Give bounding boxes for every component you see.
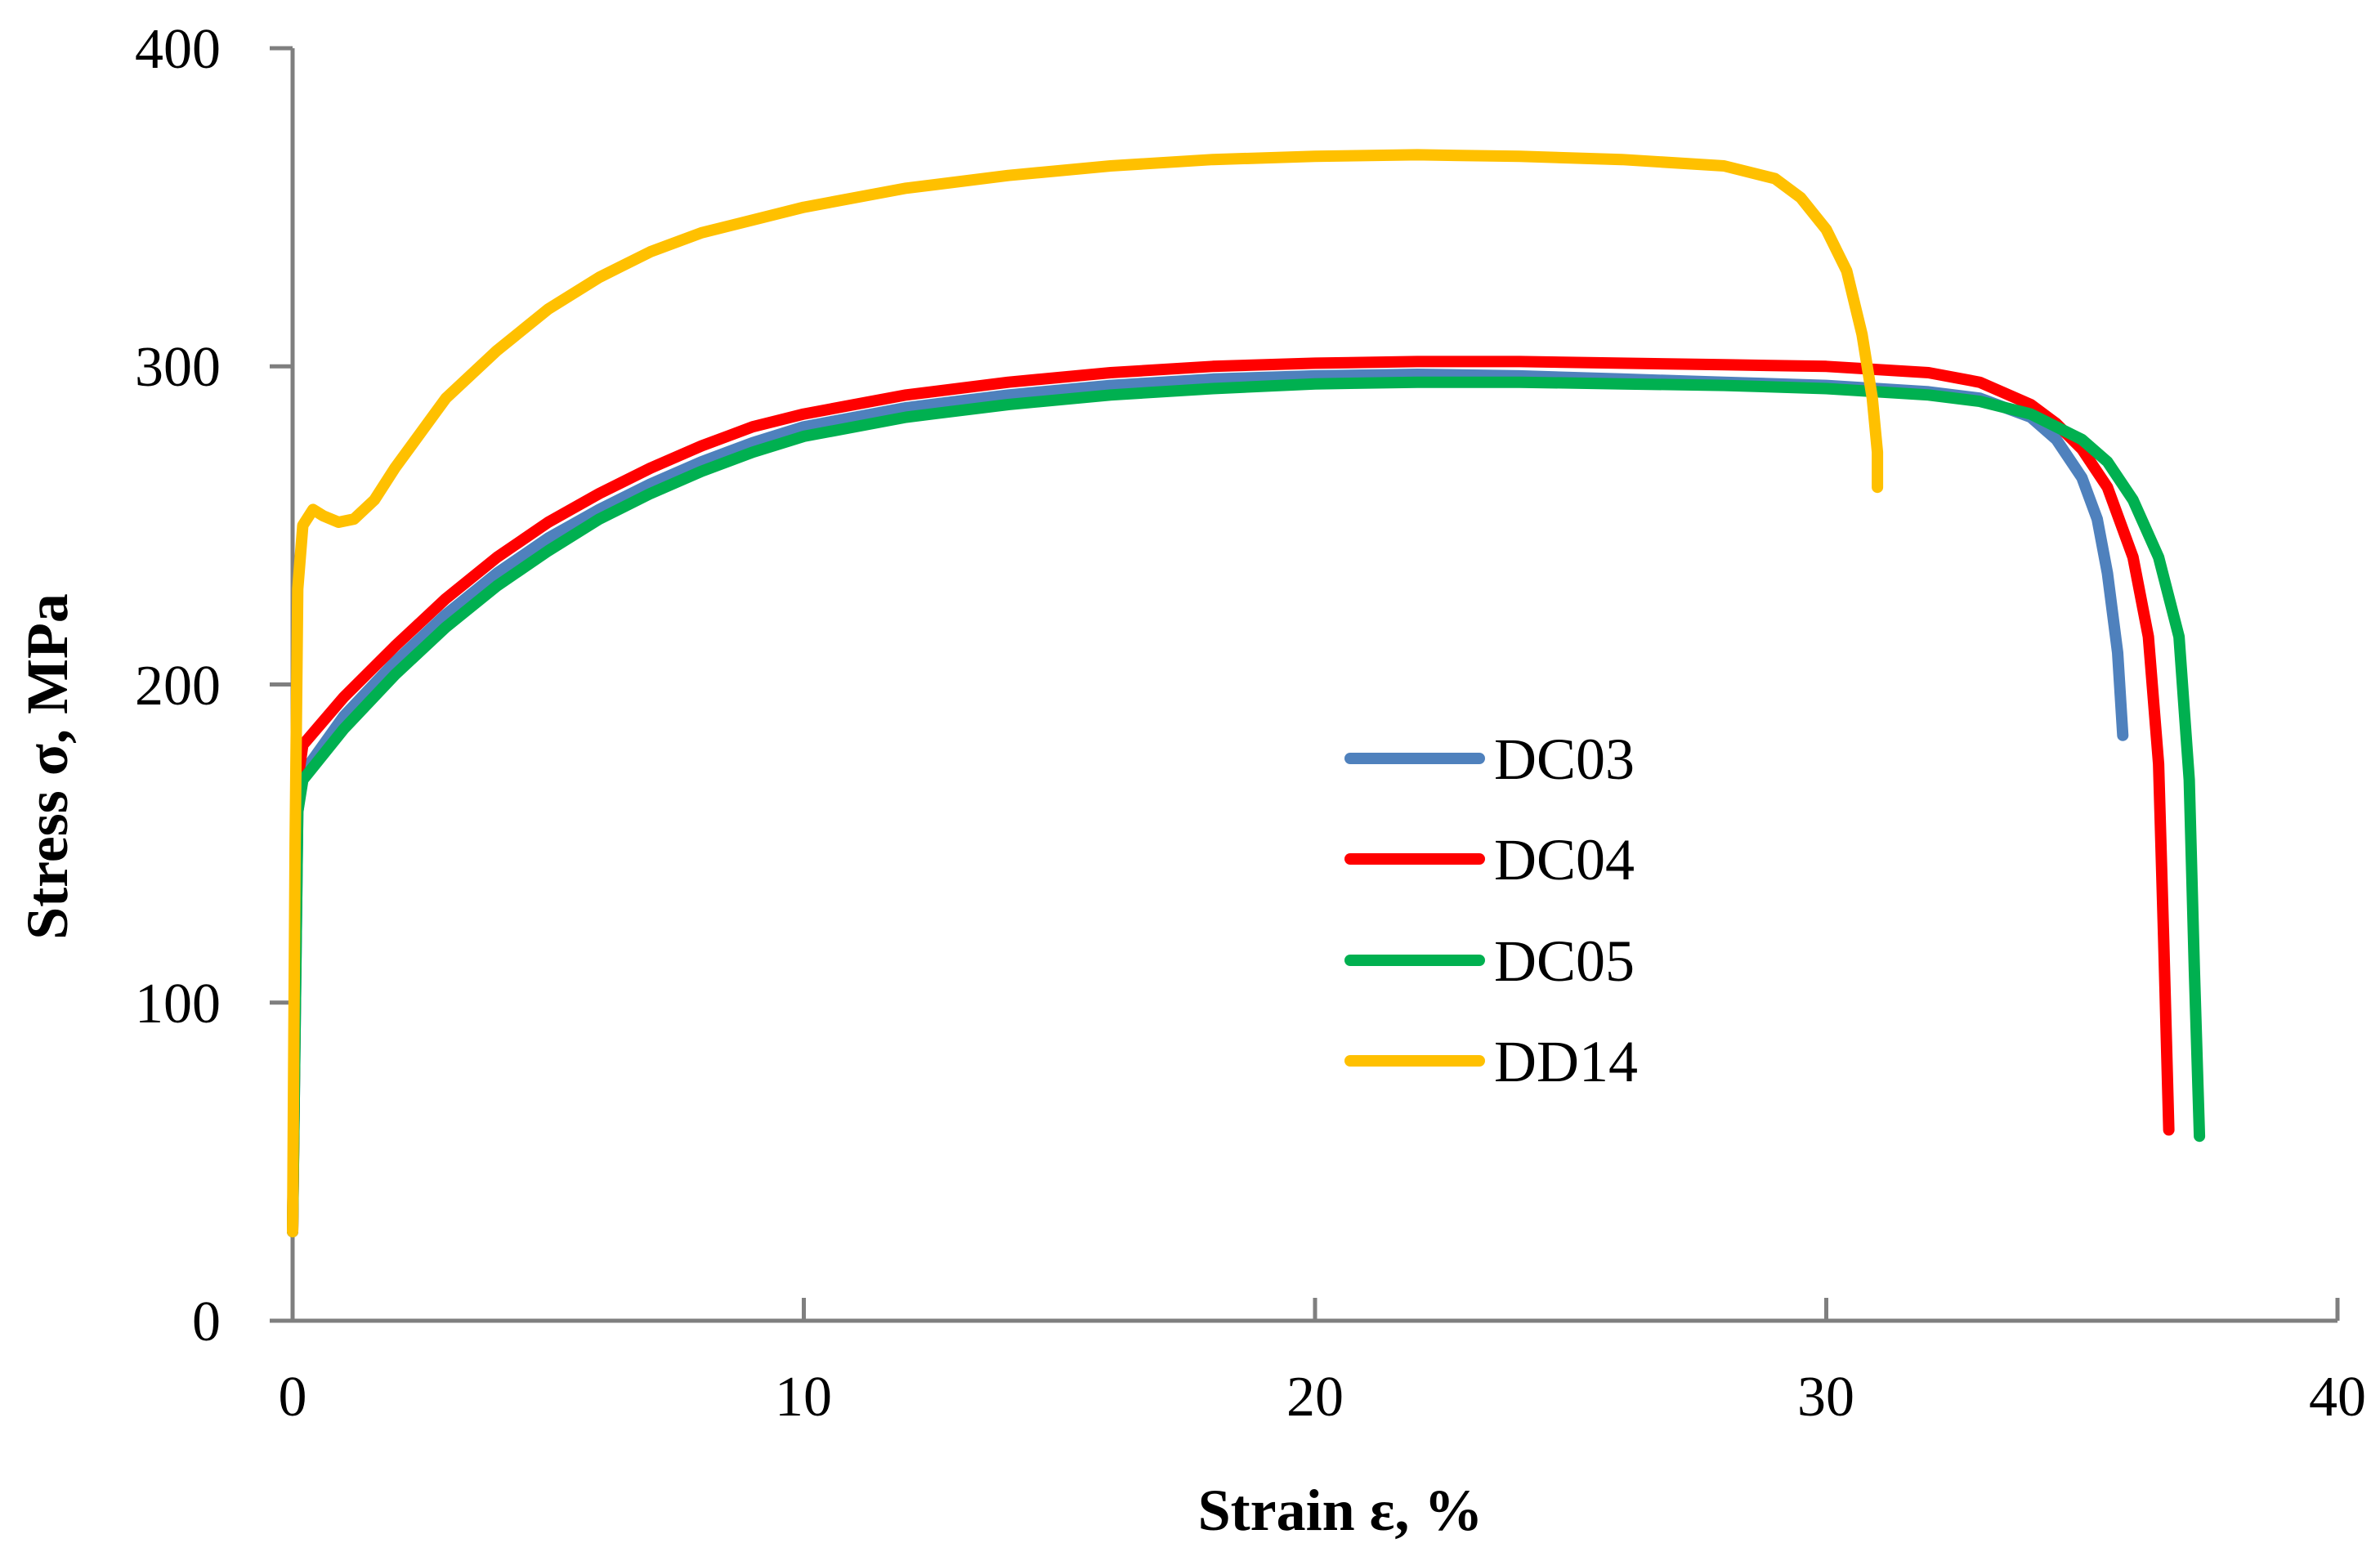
x-tick-label-0: 0 <box>279 1366 307 1429</box>
series-line-dd14 <box>287 149 1884 1237</box>
legend-label-dc04: DC04 <box>1494 827 1635 892</box>
y-tick-label-100: 100 <box>135 973 221 1035</box>
y-axis-title: Stress σ, MPa <box>15 593 80 940</box>
y-tick-label-300: 300 <box>135 336 221 399</box>
legend-label-dc05: DC05 <box>1494 928 1635 994</box>
x-axis-title: Strain ε, % <box>1198 1478 1483 1543</box>
y-tick-label-200: 200 <box>135 655 221 718</box>
x-tick-label-30: 30 <box>1797 1366 1854 1429</box>
series-lines <box>287 149 2206 1237</box>
y-tick-label-0: 0 <box>192 1290 221 1353</box>
series-line-dc05 <box>287 376 2206 1237</box>
series-line-dc04 <box>287 356 2175 1237</box>
x-tick-label-20: 20 <box>1286 1366 1344 1429</box>
y-tick-label-400: 400 <box>135 18 221 81</box>
legend-label-dd14: DD14 <box>1494 1029 1638 1094</box>
x-tick-label-10: 10 <box>775 1366 832 1429</box>
x-tick-label-40: 40 <box>2309 1366 2366 1429</box>
tick-marks <box>270 46 2340 1323</box>
legend: DC03 DC04 DC05 DD14 <box>1344 727 1638 1094</box>
legend-label-dc03: DC03 <box>1494 727 1635 792</box>
series-line-dc03 <box>287 369 2129 1237</box>
